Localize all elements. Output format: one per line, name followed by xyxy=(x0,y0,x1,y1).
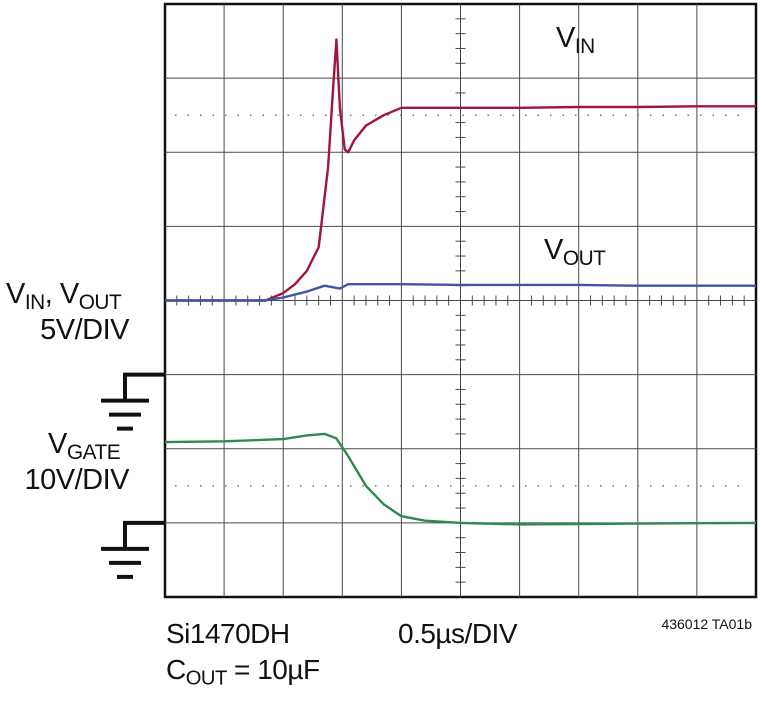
figure-id: 436012 TA01b xyxy=(661,616,752,632)
trace-vgate xyxy=(164,432,757,526)
ground-markers xyxy=(101,372,165,579)
vout-trace-label: VOUT xyxy=(544,234,606,270)
trace-vout xyxy=(165,283,756,302)
ground-lead xyxy=(123,372,165,401)
trace-layer xyxy=(164,38,757,526)
vin-trace-label: VIN xyxy=(556,22,595,58)
channel2-scale: 10V/DIV xyxy=(24,464,130,496)
channel2-axis-label: VGATE xyxy=(48,428,121,464)
ground-icon xyxy=(101,372,165,431)
channel1-scale: 5V/DIV xyxy=(40,314,129,346)
ground-lead xyxy=(123,520,165,549)
trace-vin xyxy=(165,38,756,302)
timebase-label: 0.5µs/DIV xyxy=(398,618,518,649)
output-capacitance: COUT = 10µF xyxy=(166,654,320,690)
ground-icon xyxy=(101,520,165,579)
channel1-axis-label: VIN, VOUT xyxy=(6,278,122,314)
part-number: Si1470DH xyxy=(166,618,290,649)
